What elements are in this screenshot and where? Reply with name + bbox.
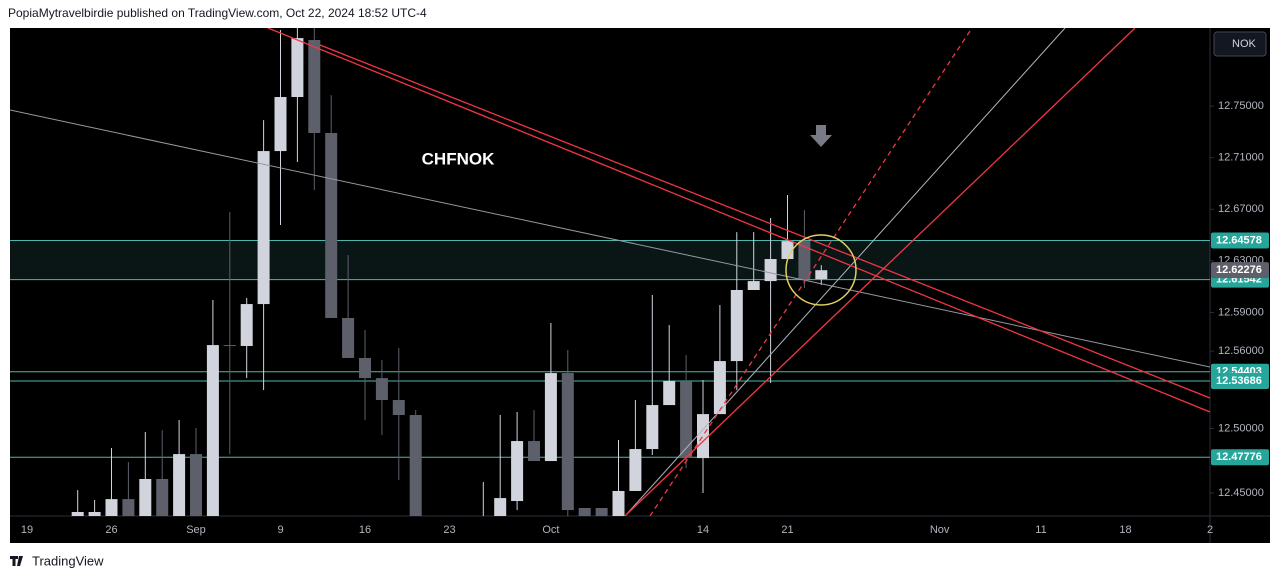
y-tick-label: 12.75000 [1218,100,1264,112]
candle-body [798,241,811,280]
arrow [810,125,832,147]
candle-body [528,441,540,462]
x-tick-label: Oct [542,524,559,536]
candle-body [680,381,693,459]
candle-body [713,361,726,415]
y-tick-label: 12.71000 [1218,152,1264,164]
candle-body [494,498,507,516]
trend-line [319,44,1210,399]
level-tag [1211,449,1269,466]
candle-body [375,378,388,401]
trend-line [649,28,973,516]
level-tag-label: 12.64578 [1216,234,1262,246]
x-tick-label: 14 [697,524,709,536]
logo [10,556,23,566]
axes: 12.4500012.5000012.5600012.5900012.63000… [21,100,1269,536]
candle-body [342,317,355,358]
candle-body [240,304,253,346]
header: PopiaMytravelbirdie published on Trading… [8,6,427,20]
trend-line [624,28,1136,516]
candle-body [105,499,118,516]
zone [10,240,1210,280]
symbol-button[interactable] [1213,31,1267,57]
x-tick-label: 9 [277,524,283,536]
level-tag [1211,372,1269,389]
candle-body [88,512,101,516]
candle-body [223,345,236,347]
candle-body [409,414,422,516]
level-tag-label: 12.53686 [1216,375,1262,387]
highlight-circle [785,234,857,306]
candle-body [392,400,405,415]
candle-body [173,454,186,516]
candle-body [764,259,777,282]
candle-body [511,441,524,502]
x-tick-label: Sep [186,524,206,536]
y-tick-label: 12.67000 [1218,203,1264,215]
candle-body [663,381,676,406]
symbol: NOK [1232,38,1257,50]
y-tick-label: 12.45000 [1218,487,1264,499]
annotation: CHFNOK [422,149,495,168]
candles [71,28,828,516]
trend-line [267,28,1210,413]
candle-body [646,405,659,450]
level-tag-label: 12.47776 [1216,451,1262,463]
candle-body [561,373,574,511]
candle-body [815,270,828,280]
x-tick-label: 26 [105,524,117,536]
last-price-label: 12.62276 [1216,264,1262,276]
candle-body [308,39,321,134]
trend-line [10,109,1210,368]
y-tick-label: 12.50000 [1218,422,1264,434]
candle-body [190,454,202,516]
candle-body [359,357,371,379]
x-tick-label: 23 [443,524,455,536]
level-tag [1211,232,1269,249]
candle-body [139,478,152,516]
x-tick-label: Nov [930,524,950,536]
x-tick-label: 18 [1119,524,1131,536]
candle-body [612,490,625,516]
candle-body [156,478,169,516]
candle-body [629,449,642,491]
candle-body [325,133,338,318]
candle-body [122,499,135,516]
last-price-tag [1211,262,1269,279]
x-tick-label: 21 [781,524,793,536]
x-tick-label: 11 [1035,524,1046,536]
candle-body [730,289,743,362]
x-tick-label: 2 [1207,524,1213,536]
candle-body [291,38,304,98]
x-tick-label: 16 [359,524,371,536]
candle-body [578,508,591,516]
drawings [10,28,1210,516]
candle-body [595,508,608,516]
candle-body [71,512,84,516]
trend-line [624,28,1066,516]
candle-body [544,373,557,462]
footer: TradingView [32,553,104,568]
candle-body [257,151,270,305]
x-tick-label: 19 [21,524,33,536]
y-tick-label: 12.56000 [1218,345,1264,357]
y-tick-label: 12.59000 [1218,306,1264,318]
candle-body [206,345,219,516]
candle-body [781,241,794,260]
candle-body [747,281,760,290]
candle-body [697,414,709,459]
candle-body [274,97,287,152]
